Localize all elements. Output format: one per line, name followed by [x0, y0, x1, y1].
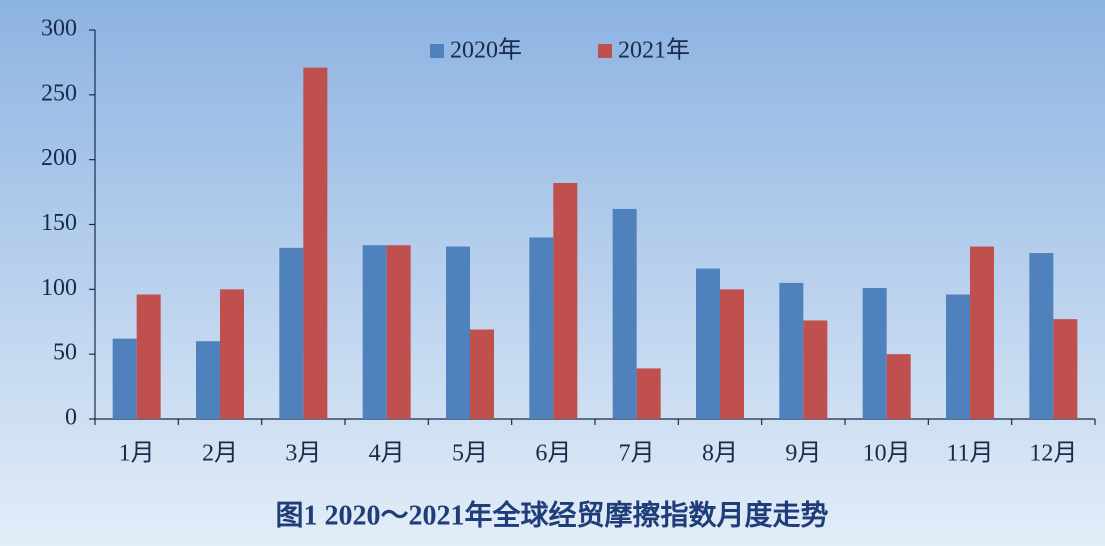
x-tick-label: 4月	[369, 441, 405, 467]
x-tick-label: 2月	[202, 441, 238, 467]
x-tick-label: 10月	[863, 441, 911, 467]
legend-label: 2021年	[618, 37, 690, 64]
x-tick-label: 8月	[702, 441, 738, 467]
y-tick-label: 150	[41, 210, 77, 236]
y-tick-label: 50	[53, 340, 77, 366]
legend-swatch	[598, 44, 612, 58]
y-tick-label: 250	[41, 80, 77, 106]
bar	[1029, 253, 1054, 419]
bar	[886, 354, 911, 419]
legend-swatch	[430, 44, 444, 58]
bar	[946, 294, 970, 419]
bar	[529, 237, 554, 419]
bar	[446, 246, 470, 419]
x-tick-label: 9月	[785, 441, 821, 467]
bar	[779, 282, 804, 419]
bar	[1053, 319, 1078, 419]
legend-label: 2020年	[450, 37, 522, 64]
bar	[470, 329, 494, 419]
bar	[720, 289, 744, 419]
x-tick-label: 12月	[1029, 441, 1077, 467]
bar	[862, 288, 887, 419]
bar	[303, 67, 328, 419]
x-tick-label: 7月	[619, 441, 655, 467]
bar	[803, 320, 828, 419]
x-tick-label: 3月	[285, 441, 321, 467]
bar	[136, 294, 161, 419]
bar	[112, 338, 137, 419]
bar	[220, 289, 244, 419]
bar	[970, 246, 994, 419]
x-tick-label: 1月	[119, 441, 155, 467]
y-tick-label: 200	[41, 145, 77, 171]
bar	[362, 245, 387, 419]
x-tick-label: 5月	[452, 441, 488, 467]
bar	[279, 247, 304, 419]
bar	[636, 368, 661, 419]
bar	[196, 341, 220, 419]
bar	[386, 245, 411, 419]
bar	[612, 208, 637, 419]
y-tick-label: 100	[41, 275, 77, 301]
bar	[553, 183, 578, 419]
y-tick-label: 0	[65, 405, 77, 431]
chart-title: 图1 2020～2021年全球经贸摩擦指数月度走势	[275, 498, 828, 531]
x-tick-label: 11月	[946, 441, 993, 467]
bar	[696, 268, 720, 419]
y-tick-label: 300	[41, 16, 77, 42]
x-tick-label: 6月	[535, 441, 571, 467]
